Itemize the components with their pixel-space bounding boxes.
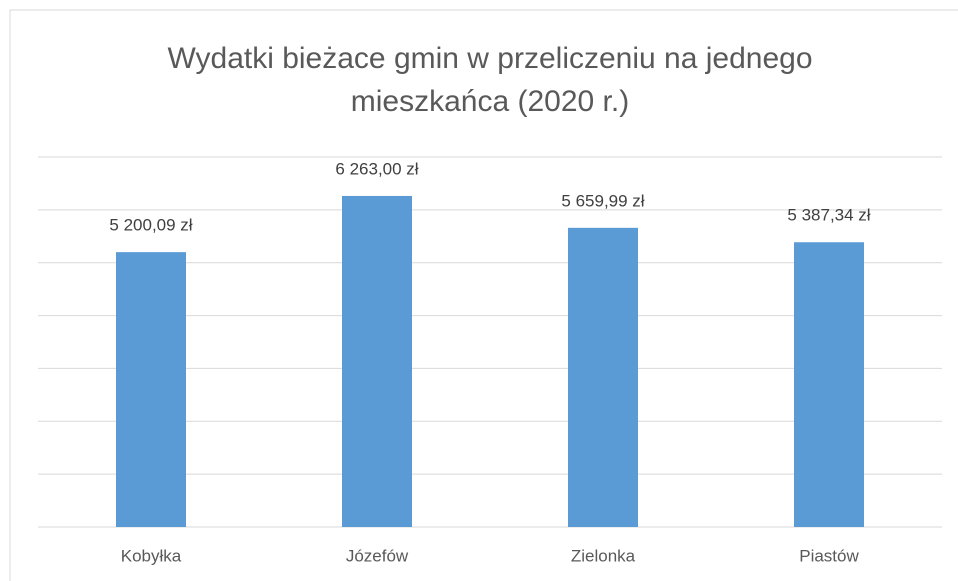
chart-title: Wydatki bieżace gmin w przeliczeniu na j… (167, 42, 812, 75)
data-label: 6 263,00 zł (335, 159, 418, 178)
x-tick-label: Piastów (799, 546, 859, 565)
data-label: 5 387,34 zł (787, 206, 870, 225)
x-tick-label: Józefów (346, 546, 409, 565)
bar (794, 242, 864, 527)
data-label: 5 659,99 zł (561, 191, 644, 210)
bar (116, 252, 186, 527)
data-label: 5 200,09 zł (109, 216, 192, 235)
bar (342, 195, 412, 527)
x-tick-label: Zielonka (571, 546, 636, 565)
x-tick-label: Kobyłka (121, 546, 182, 565)
bar (568, 227, 638, 527)
chart-title: mieszkańca (2020 r.) (351, 85, 629, 118)
